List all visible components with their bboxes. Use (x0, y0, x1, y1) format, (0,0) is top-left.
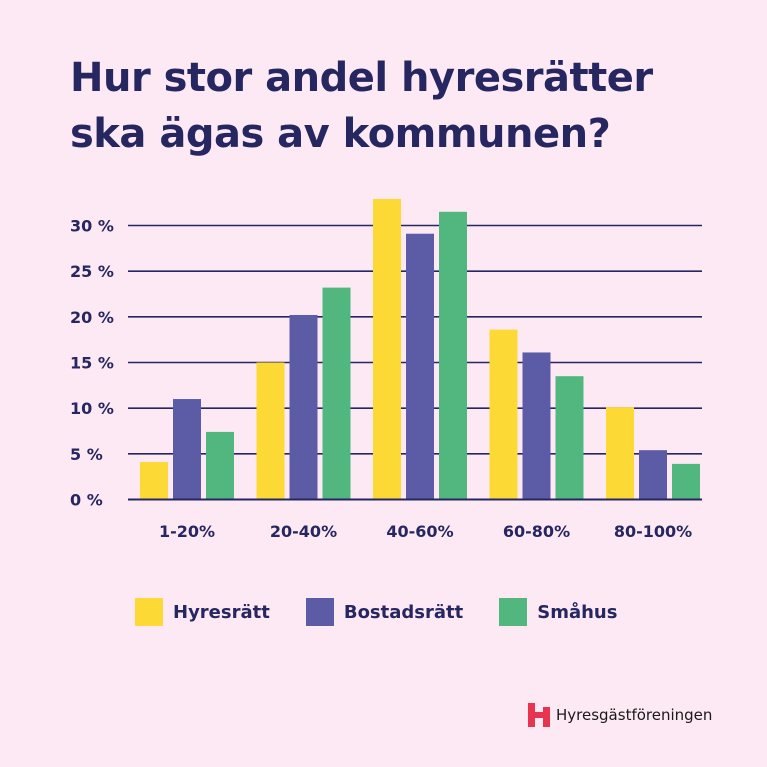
bar-hyresrätt-60-80% (489, 329, 518, 500)
x-tick-label: 60-80% (503, 522, 570, 541)
x-tick-label: 1-20% (159, 522, 215, 541)
bar-bostadsrätt-60-80% (522, 352, 551, 500)
x-tick-label: 40-60% (386, 522, 453, 541)
bar-bostadsrätt-20-40% (289, 315, 318, 500)
legend: Hyresrätt Bostadsrätt Småhus (135, 598, 617, 626)
bar-småhus-80-100% (672, 463, 700, 500)
bar-hyresrätt-20-40% (256, 362, 285, 500)
bar-småhus-1-20% (206, 431, 234, 500)
bar-bostadsrätt-80-100% (639, 450, 667, 500)
x-tick-label: 20-40% (270, 522, 337, 541)
y-tick-label: 10 % (70, 399, 114, 418)
brand-h-icon (528, 703, 550, 727)
bar-småhus-60-80% (555, 376, 584, 500)
bar-bostadsrätt-40-60% (406, 233, 434, 500)
legend-label: Hyresrätt (173, 601, 270, 623)
bar-småhus-40-60% (439, 211, 467, 500)
legend-label: Småhus (537, 601, 618, 623)
legend-label: Bostadsrätt (343, 601, 464, 623)
brand-logo: Hyresgästföreningen (528, 703, 712, 727)
x-tick-label: 80-100% (614, 522, 692, 541)
y-tick-label: 20 % (70, 308, 114, 327)
chart-title: Hur stor andel hyresrätter ska ägas av k… (70, 55, 653, 157)
y-tick-label: 5 % (70, 445, 103, 464)
legend-item-smahus: Småhus (499, 598, 617, 626)
legend-item-hyresratt: Hyresrätt (135, 598, 270, 626)
legend-swatch (305, 598, 334, 626)
bar-småhus-20-40% (322, 287, 351, 500)
bar-hyresrätt-40-60% (373, 199, 401, 500)
y-tick-label: 0 % (70, 491, 103, 510)
brand-name: Hyresgästföreningen (556, 706, 713, 724)
y-tick-label: 15 % (70, 354, 114, 373)
legend-swatch (499, 598, 528, 626)
legend-item-bostadsratt: Bostadsrätt (305, 598, 464, 626)
y-tick-label: 30 % (70, 217, 114, 236)
y-tick-label: 25 % (70, 262, 114, 281)
bar-hyresrätt-80-100% (606, 407, 634, 500)
bar-bostadsrätt-1-20% (173, 399, 201, 500)
legend-swatch (135, 598, 163, 626)
bar-hyresrätt-1-20% (140, 462, 168, 500)
